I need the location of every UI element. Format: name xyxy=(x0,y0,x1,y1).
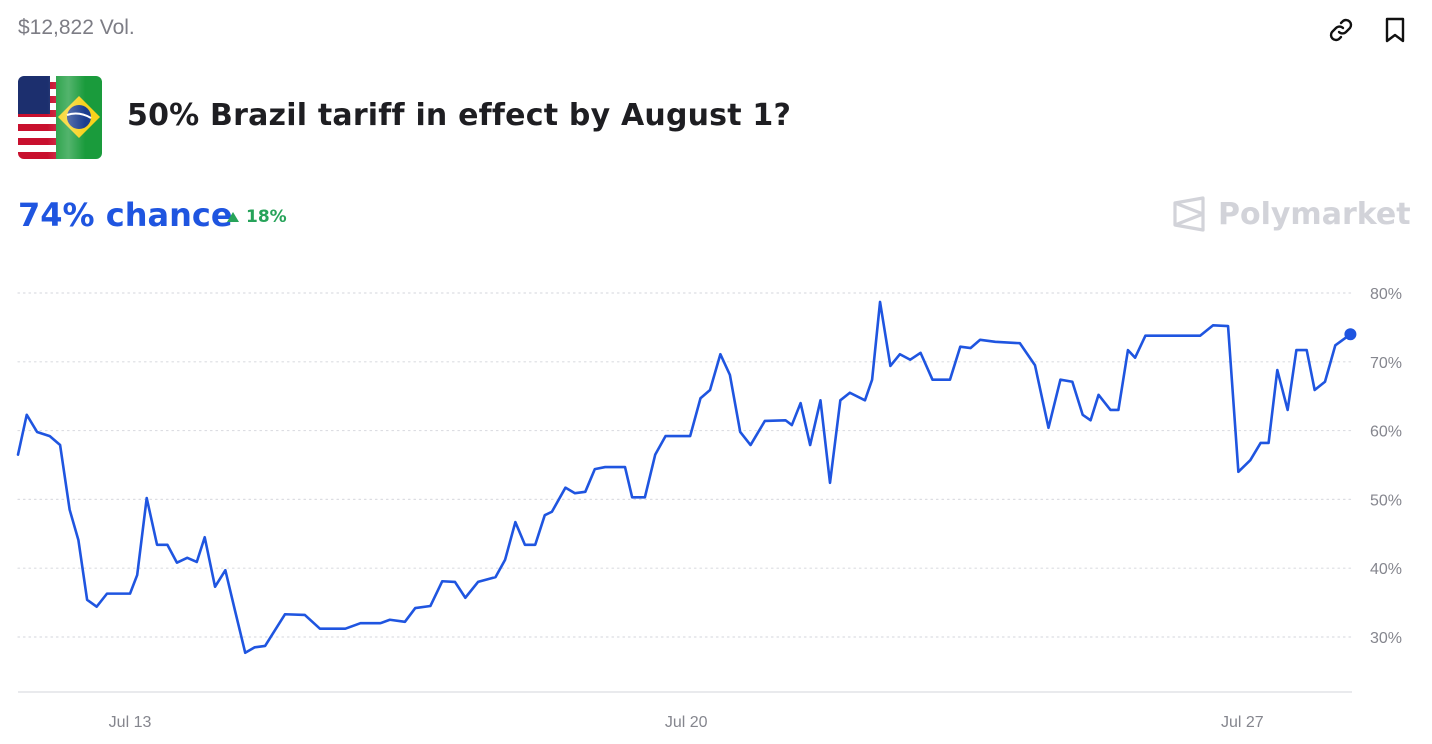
chance: 74% chance xyxy=(18,196,233,234)
last-point xyxy=(1344,328,1357,341)
x-tick-label: Jul 27 xyxy=(1221,714,1264,731)
link-icon[interactable] xyxy=(1328,16,1354,44)
market-image xyxy=(18,76,102,159)
y-tick-label: 70% xyxy=(1370,355,1402,372)
change-value: 18% xyxy=(246,207,287,227)
y-tick-label: 60% xyxy=(1370,424,1402,441)
y-tick-label: 40% xyxy=(1370,561,1402,578)
y-tick-label: 50% xyxy=(1370,492,1402,509)
x-tick-label: Jul 20 xyxy=(665,714,708,731)
volume: $12,822 Vol. xyxy=(18,16,135,39)
brand: Polymarket xyxy=(1172,196,1411,232)
y-tick-label: 30% xyxy=(1370,630,1402,647)
price-line xyxy=(16,300,1352,655)
market-title: 50% Brazil tariff in effect by August 1? xyxy=(127,98,792,133)
x-tick-label: Jul 13 xyxy=(109,714,152,731)
actions xyxy=(1328,16,1406,44)
bookmark-icon[interactable] xyxy=(1384,16,1406,44)
y-tick-label: 80% xyxy=(1370,286,1402,303)
brand-name: Polymarket xyxy=(1218,196,1411,232)
brand-logo xyxy=(1173,196,1205,232)
flag-image xyxy=(18,76,102,159)
up-arrow xyxy=(227,212,239,222)
change: 18% xyxy=(226,207,287,227)
